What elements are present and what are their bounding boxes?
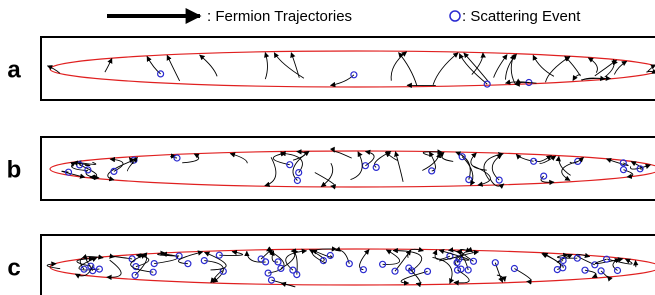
trajectory	[128, 157, 138, 171]
trajectory	[105, 58, 112, 72]
trajectory	[265, 53, 267, 80]
trajectory	[562, 161, 578, 180]
trajectory	[391, 52, 407, 81]
trajectory	[182, 154, 198, 163]
trajectory	[167, 55, 180, 81]
trajectory	[312, 250, 332, 257]
trajectory	[624, 170, 633, 177]
trajectory	[334, 152, 351, 159]
trajectory	[286, 251, 307, 270]
trajectories	[62, 151, 651, 187]
trajectory	[211, 271, 224, 283]
trajectory	[395, 152, 403, 182]
trajectory	[585, 270, 596, 277]
panel-label: a	[7, 56, 21, 83]
legend-trajectory: : Fermion Trajectories	[207, 8, 352, 25]
trajectory	[351, 152, 363, 180]
trajectory	[648, 65, 655, 72]
panel-label: b	[7, 156, 22, 183]
trajectory	[546, 56, 571, 82]
trajectory	[540, 156, 556, 163]
trajectory	[309, 250, 324, 261]
trajectory	[473, 166, 490, 185]
trajectory	[272, 280, 296, 287]
boundary	[50, 51, 655, 87]
trajectory	[588, 58, 597, 73]
figure: : Fermion Trajectories : Scattering Even…	[0, 0, 655, 295]
trajectory	[200, 55, 218, 76]
page: {"legend": {"trajectory": ": Fermion Tra…	[0, 0, 655, 295]
trajectory	[230, 154, 247, 164]
trajectory	[456, 152, 471, 180]
trajectory	[535, 156, 552, 162]
panel-label: c	[7, 254, 20, 281]
trajectory	[464, 53, 491, 84]
panel-frame	[41, 37, 655, 100]
trajectory	[265, 157, 276, 185]
trajectory	[399, 53, 418, 86]
trajectory	[459, 54, 487, 85]
trajectory	[484, 154, 503, 180]
trajectory	[573, 75, 581, 81]
trajectory	[494, 55, 508, 78]
boundary	[50, 249, 655, 285]
trajectory	[565, 56, 581, 76]
trajectory	[614, 61, 627, 74]
trajectory	[559, 156, 571, 175]
trajectory	[321, 163, 333, 187]
legend-circle	[450, 11, 460, 21]
trajectory	[442, 152, 454, 161]
legend-scattering: : Scattering Event	[462, 8, 581, 25]
trajectory	[492, 155, 502, 181]
trajectory	[268, 250, 284, 273]
trajectory	[433, 257, 453, 283]
trajectory	[274, 53, 304, 78]
trajectory	[107, 260, 121, 277]
trajectory	[433, 53, 458, 85]
trajectory	[331, 75, 354, 86]
boundary	[50, 151, 655, 187]
